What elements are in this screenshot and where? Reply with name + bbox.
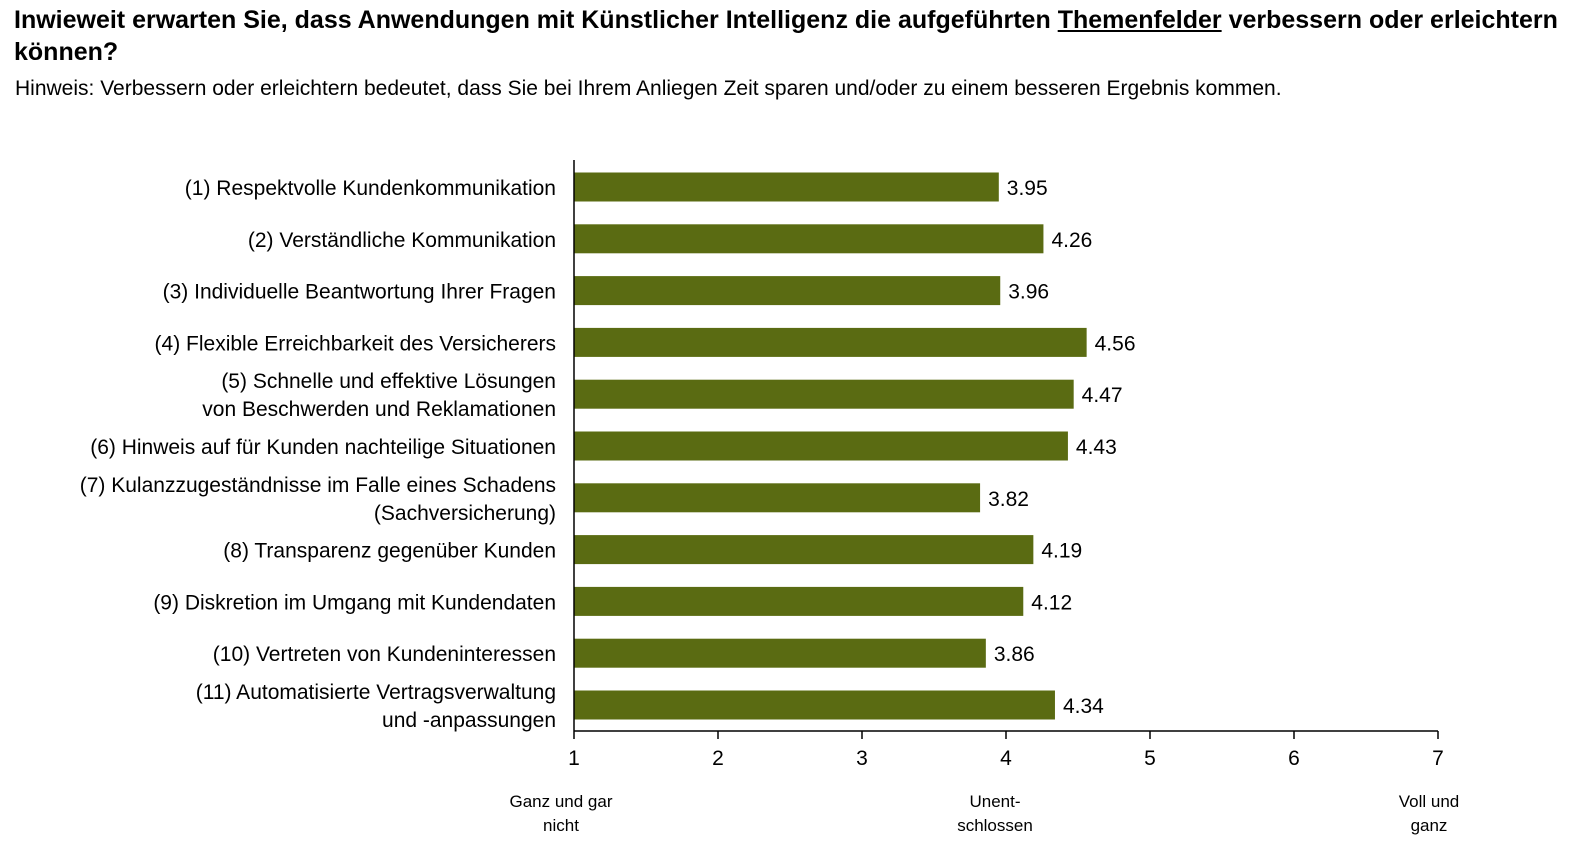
bar (574, 586, 1024, 616)
x-tick-label: 2 (712, 747, 724, 770)
title-text-end: verbessern oder erleichtern können? (14, 6, 1558, 66)
x-tick-label: 3 (856, 747, 868, 770)
scale-anchor-label: Voll und ganz (1399, 792, 1460, 835)
scale-anchor-line: schlossen (957, 816, 1033, 835)
category-label: (7) Kulanzzugeständnisse im Falle eines … (80, 474, 556, 525)
category-label-line: (2) Verständliche Kommunikation (248, 229, 556, 252)
bar (574, 431, 1068, 461)
bar (574, 535, 1034, 565)
scale-anchor-line: ganz (1411, 816, 1448, 835)
category-label: (4) Flexible Erreichbarkeit des Versiche… (155, 332, 556, 355)
bar (574, 483, 981, 513)
category-label: (8) Transparenz gegenüber Kunden (223, 540, 556, 563)
bar-value-label: 4.12 (1031, 591, 1072, 614)
bar-value-label: 4.43 (1076, 436, 1117, 459)
category-label-line: (Sachversicherung) (374, 502, 556, 525)
bar-value-label: 3.95 (1007, 177, 1048, 200)
chart-title: Inwieweit erwarten Sie, dass Anwendungen… (14, 4, 1584, 68)
category-label-line: (9) Diskretion im Umgang mit Kundendaten (153, 591, 556, 614)
category-label: (11) Automatisierte Vertragsverwaltung un… (196, 681, 556, 732)
x-tick-label: 5 (1144, 747, 1156, 770)
category-label-line: (11) Automatisierte Vertragsverwaltung (196, 681, 556, 704)
bar (574, 172, 999, 202)
category-label: (2) Verständliche Kommunikation (248, 229, 556, 252)
bar-value-label: 4.19 (1041, 540, 1082, 563)
category-label-line: (7) Kulanzzugeständnisse im Falle eines … (80, 474, 556, 497)
category-label: (10) Vertreten von Kundeninteressen (213, 643, 556, 666)
bar-value-label: 3.96 (1008, 281, 1049, 304)
bar-value-label: 4.47 (1082, 384, 1123, 407)
bar (574, 327, 1087, 357)
bar-value-label: 4.34 (1063, 695, 1104, 718)
bar (574, 379, 1074, 409)
bar (574, 690, 1055, 720)
title-text-start: Inwieweit erwarten Sie, dass Anwendungen… (14, 6, 1058, 34)
scale-anchor-line: Ganz und gar (509, 792, 612, 811)
category-label: (3) Individuelle Beantwortung Ihrer Frag… (163, 281, 556, 304)
title-underlined-word: Themenfelder (1057, 6, 1222, 34)
x-tick-label: 1 (568, 747, 580, 770)
category-label: (9) Diskretion im Umgang mit Kundendaten (153, 591, 556, 614)
scale-anchor-line: Unent- (969, 792, 1020, 811)
category-label-line: (4) Flexible Erreichbarkeit des Versiche… (155, 332, 556, 355)
bar-value-label: 4.26 (1051, 229, 1092, 252)
category-label-line: und -anpassungen (382, 709, 556, 732)
category-label-line: von Beschwerden und Reklamationen (202, 398, 556, 421)
category-label-line: (3) Individuelle Beantwortung Ihrer Frag… (163, 281, 556, 304)
x-tick-label: 7 (1432, 747, 1444, 770)
bar-value-label: 3.82 (988, 488, 1029, 511)
bar-value-label: 3.86 (994, 643, 1035, 666)
chart-note: Hinweis: Verbessern oder erleichtern bed… (15, 77, 1282, 100)
bar-value-label: 4.56 (1095, 332, 1136, 355)
x-tick-label: 4 (1000, 747, 1012, 770)
bar (574, 276, 1001, 306)
bar (574, 224, 1044, 254)
scale-anchor-label: Unent-schlossen (957, 792, 1033, 835)
category-label-line: (8) Transparenz gegenüber Kunden (223, 540, 556, 563)
scale-anchor-line: Voll und (1399, 792, 1460, 811)
category-label: (6) Hinweis auf für Kunden nachteilige S… (90, 436, 556, 459)
category-label-line: (5) Schnelle und effektive Lösungen (221, 370, 556, 393)
scale-anchor-label: Ganz und gar nicht (509, 792, 612, 835)
category-label-line: (6) Hinweis auf für Kunden nachteilige S… (90, 436, 556, 459)
scale-anchor-line: nicht (543, 816, 579, 835)
category-label: (5) Schnelle und effektive Lösungen von B… (202, 370, 556, 421)
category-label-line: (1) Respektvolle Kundenkommunikation (185, 177, 556, 200)
category-label: (1) Respektvolle Kundenkommunikation (185, 177, 556, 200)
x-tick-label: 6 (1288, 747, 1300, 770)
bar (574, 638, 986, 668)
category-label-line: (10) Vertreten von Kundeninteressen (213, 643, 556, 666)
